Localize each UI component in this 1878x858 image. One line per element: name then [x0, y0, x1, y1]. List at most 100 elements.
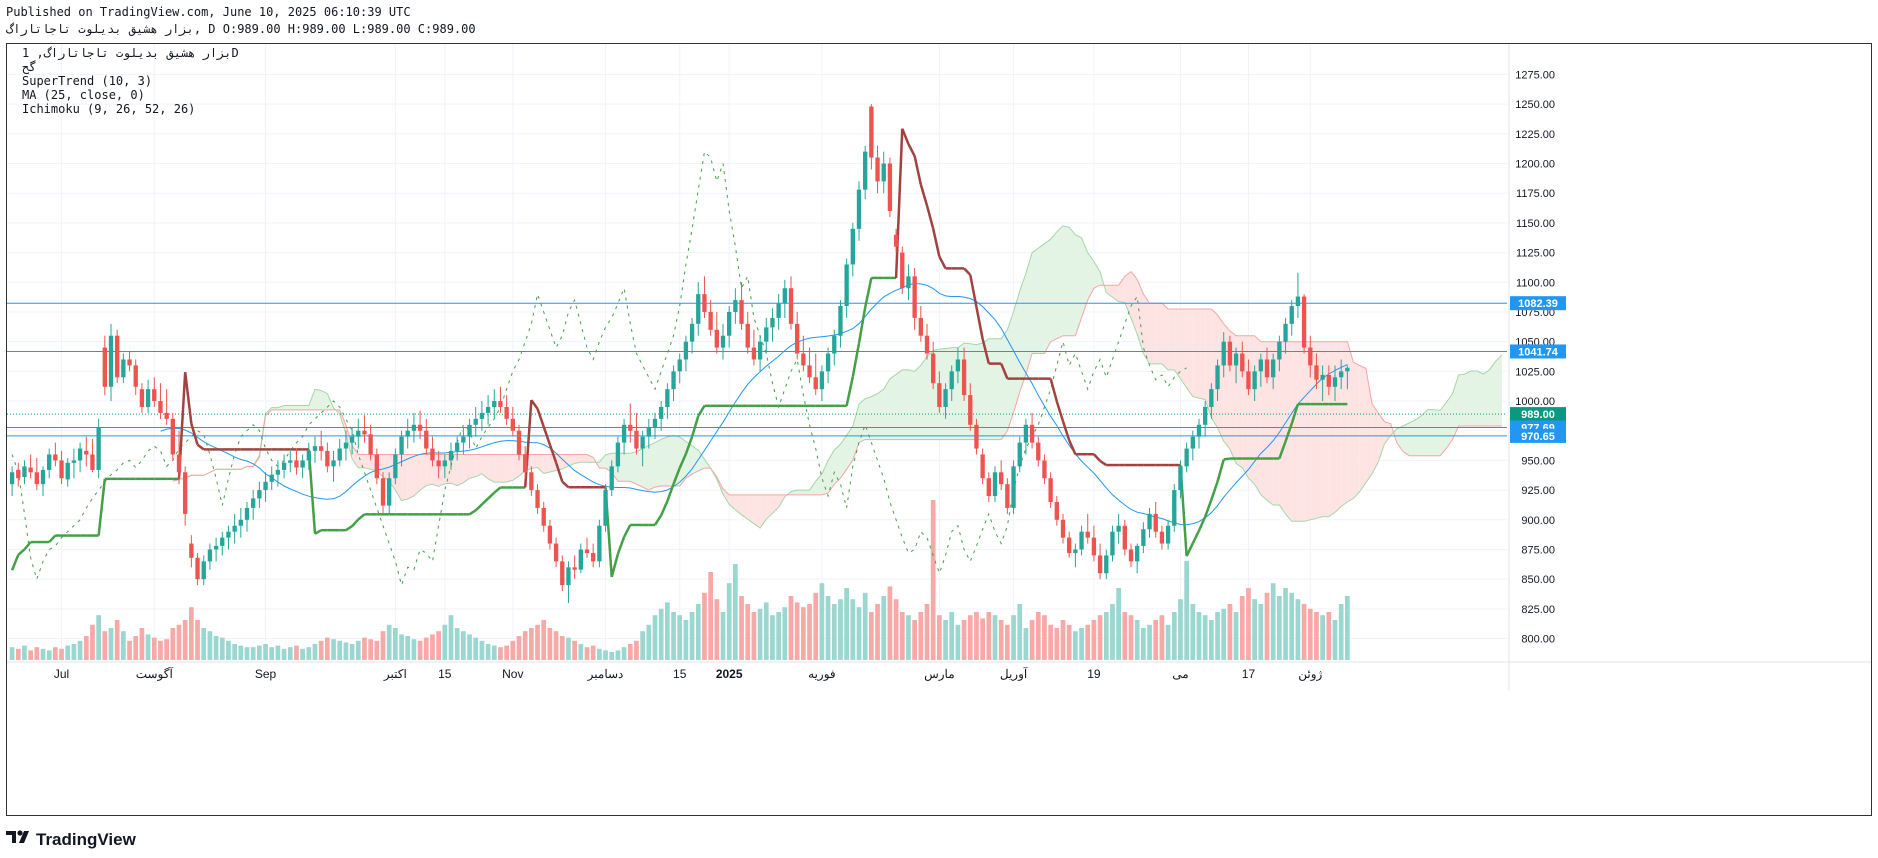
- kumo-segment: [846, 426, 853, 470]
- kumo-segment: [271, 407, 278, 410]
- candle-body: [306, 450, 311, 461]
- chart-panel[interactable]: 800.00 825.00 850.00 875.00 900.00 925.00 950.…: [6, 43, 1872, 816]
- candle-body: [516, 430, 522, 455]
- candle-body: [893, 234, 899, 247]
- footer-brand[interactable]: TradingView: [6, 829, 136, 850]
- candle-body: [28, 467, 33, 473]
- supertrend-segment: [48, 534, 57, 543]
- volume-bar: [955, 624, 961, 660]
- candle-body: [1172, 490, 1177, 526]
- volume-bar: [349, 644, 355, 660]
- candle-body: [819, 371, 825, 390]
- kumo-segment: [698, 450, 705, 472]
- volume-bar: [207, 631, 213, 660]
- supertrend-segment: [1185, 542, 1194, 557]
- candle-body: [1258, 359, 1263, 372]
- kumo-segment: [1359, 365, 1366, 492]
- candle-body: [183, 472, 188, 514]
- kumo-segment: [636, 448, 643, 488]
- candle-body: [1023, 424, 1029, 443]
- kumo-segment: [1032, 248, 1039, 354]
- candle-body: [813, 377, 818, 390]
- kumo-segment: [914, 365, 921, 440]
- volume-bar: [912, 620, 917, 660]
- candle-body: [485, 406, 491, 413]
- candle-body: [795, 323, 800, 354]
- kumo-segment: [1143, 294, 1150, 364]
- candle-body: [84, 450, 89, 455]
- legend-supertrend[interactable]: SuperTrend (10, 3): [22, 74, 153, 88]
- candle-body: [671, 371, 676, 390]
- kumo-segment: [469, 454, 476, 479]
- y-tick-label: 1025.00: [1515, 366, 1555, 378]
- candle-body: [417, 424, 423, 431]
- candle-body: [1308, 347, 1313, 366]
- candle-body: [510, 418, 515, 431]
- kumo-segment: [568, 454, 575, 467]
- volume-bar: [325, 637, 330, 660]
- candle-body: [34, 472, 39, 485]
- volume-bar: [720, 612, 726, 660]
- candle-body: [1141, 529, 1146, 546]
- volume-bar: [244, 647, 250, 660]
- candle-body: [411, 424, 417, 431]
- volume-bar: [1165, 624, 1171, 660]
- supertrend-segment: [1000, 363, 1009, 380]
- candle-body: [1122, 525, 1127, 550]
- volume-bar: [702, 592, 707, 660]
- volume-bar: [1085, 624, 1091, 660]
- volume-bar: [139, 628, 145, 660]
- volume-bar: [838, 599, 843, 660]
- volume-bar: [640, 631, 645, 660]
- candle-body: [461, 436, 466, 443]
- kumo-segment: [1174, 308, 1181, 379]
- kumo-segment: [364, 454, 371, 470]
- candle-body: [974, 424, 979, 449]
- volume-bar: [1011, 615, 1016, 660]
- legend-ichimoku[interactable]: Ichimoku (9, 26, 52, 26): [22, 102, 196, 116]
- candle-body: [1295, 296, 1301, 307]
- supertrend-segment: [530, 399, 539, 410]
- volume-bar: [306, 647, 312, 660]
- kumo-segment: [655, 439, 662, 488]
- volume-bar: [1116, 588, 1121, 660]
- volume-bar: [22, 645, 27, 660]
- volume-bar: [658, 608, 664, 660]
- volume-bar: [578, 644, 584, 660]
- price-label: 1041.74: [1518, 346, 1559, 358]
- candle-body: [801, 353, 806, 366]
- candle-body: [553, 543, 559, 562]
- volume-bar: [652, 615, 658, 660]
- kumo-segment: [1168, 308, 1175, 370]
- volume-bar: [454, 628, 460, 660]
- supertrend-segment: [487, 491, 496, 500]
- candle-body: [646, 427, 651, 437]
- kumo-segment: [1267, 341, 1274, 505]
- legend-ma[interactable]: MA (25, close, 0): [22, 88, 145, 102]
- supertrend-segment: [493, 486, 502, 494]
- volume-bar: [930, 500, 936, 660]
- price-chart[interactable]: 800.00 825.00 850.00 875.00 900.00 925.00 950.…: [7, 44, 1871, 815]
- candle-body: [931, 353, 936, 384]
- supertrend-segment: [468, 509, 477, 516]
- candle-body: [1301, 296, 1307, 348]
- volume-bar: [801, 607, 806, 660]
- volume-bar: [1141, 628, 1146, 660]
- kumo-segment: [277, 405, 285, 410]
- volume-bar: [522, 631, 528, 660]
- volume-bar: [182, 620, 188, 660]
- kumo-segment: [1471, 371, 1478, 426]
- published-info: Published on TradingView.com, June 10, 2…: [6, 5, 411, 19]
- volume-bar: [788, 596, 794, 660]
- candle-body: [1085, 531, 1090, 538]
- volume-bar: [1233, 612, 1239, 660]
- kumo-segment: [426, 454, 433, 486]
- kumo-segment: [296, 405, 303, 410]
- kumo-segment: [1297, 341, 1305, 522]
- y-tick-label: 1150.00: [1516, 218, 1555, 230]
- candle-body: [745, 323, 750, 348]
- supertrend-segment: [523, 399, 533, 488]
- supertrend-segment: [919, 184, 929, 206]
- y-tick-label: 1250.00: [1515, 99, 1555, 111]
- kumo-segment: [797, 490, 804, 495]
